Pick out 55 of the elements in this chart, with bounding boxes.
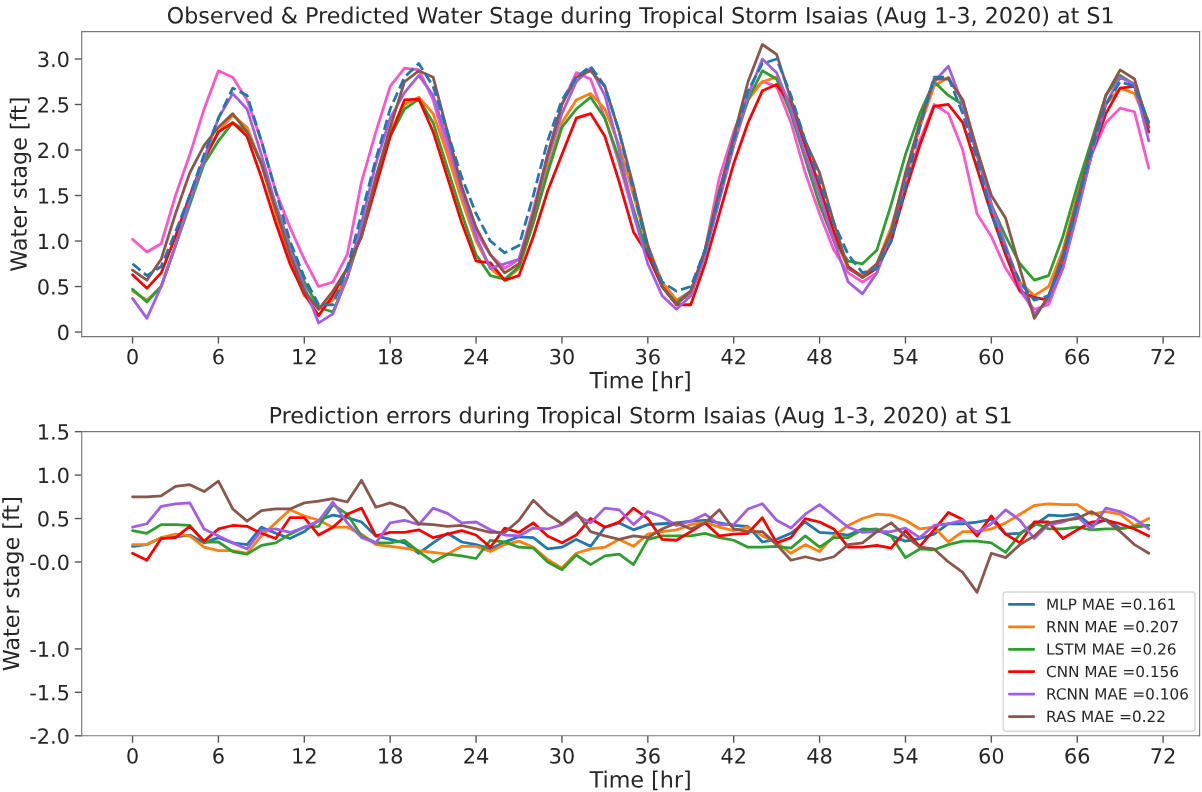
y-tick-label: -2.0 — [30, 728, 69, 744]
y-tick-label: 1.0 — [39, 467, 69, 484]
x-tick-label: 36 — [636, 747, 660, 764]
y-tick-label: 1.0 — [39, 233, 69, 250]
x-tick-label: 54 — [893, 349, 918, 365]
y-tick-label: -1.5 — [30, 685, 69, 701]
x-tick-label: 30 — [550, 747, 574, 764]
x-tick-label: 48 — [807, 348, 832, 365]
line-series — [131, 478, 1151, 594]
legend-label: RAS MAE =0.22 — [1047, 710, 1165, 723]
legend-label: RNN MAE =0.207 — [1047, 620, 1178, 633]
x-tick-label: 24 — [464, 348, 489, 365]
y-tick-label: 0 — [58, 324, 69, 341]
x-tick-label: 6 — [213, 747, 224, 764]
y-tick-label: 1.5 — [39, 188, 69, 204]
y-tick-label: 1.5 — [39, 424, 69, 440]
x-tick-label: 54 — [893, 748, 918, 764]
x-tick-label: 0 — [127, 747, 138, 764]
x-tick-label: 0 — [127, 348, 138, 365]
x-tick-label: 12 — [293, 747, 316, 764]
x-tick-label: 24 — [464, 747, 489, 764]
legend-label: RCNN MAE =0.106 — [1047, 688, 1188, 700]
y-tick-label: 2.5 — [38, 96, 69, 113]
x-tick-label: 42 — [721, 348, 745, 365]
legend-label: CNN MAE =0.156 — [1046, 665, 1179, 678]
legend-label: MLP MAE =0.161 — [1047, 598, 1176, 610]
line-series — [131, 506, 1151, 562]
x-tick-label: 18 — [379, 747, 403, 764]
x-tick-label: 66 — [1065, 348, 1090, 365]
y-tick-label: 0.5 — [38, 510, 69, 527]
y-axis-title: Water stage [ft] — [9, 98, 32, 271]
legend-label: LSTM MAE =0.26 — [1047, 643, 1176, 655]
x-tick-label: 60 — [979, 348, 1004, 365]
y-tick-label: 0.5 — [38, 278, 69, 295]
x-tick-label: 72 — [1151, 348, 1175, 365]
y-tick-label: 3.0 — [38, 51, 69, 68]
x-tick-label: 60 — [979, 747, 1004, 764]
x-tick-label: 42 — [721, 747, 745, 764]
x-tick-label: 72 — [1151, 747, 1175, 764]
y-tick-label: 2.0 — [38, 142, 69, 159]
x-tick-label: 6 — [213, 348, 224, 365]
y-tick-label: -0.0 — [30, 554, 69, 571]
x-axis-title: Time [hr] — [589, 371, 690, 392]
x-tick-label: 66 — [1065, 747, 1090, 764]
y-tick-label: -1.0 — [30, 641, 69, 658]
chart-title: Prediction errors during Tropical Storm Isaias (Aug 1-3, 2020) at S1 — [270, 406, 1011, 428]
y-axis-title: Water stage [ft] — [2, 498, 24, 671]
x-tick-label: 36 — [636, 348, 660, 365]
x-tick-label: 48 — [807, 747, 832, 764]
x-tick-label: 18 — [379, 348, 403, 365]
line-series — [131, 500, 1151, 551]
x-tick-label: 30 — [550, 348, 574, 365]
chart-title: Observed & Predicted Water Stage during Tropical Storm Isaias (Aug 1-3, 2020) at S1 — [167, 6, 1113, 28]
x-tick-label: 12 — [293, 348, 316, 365]
x-axis-title: Time [hr] — [589, 770, 690, 791]
